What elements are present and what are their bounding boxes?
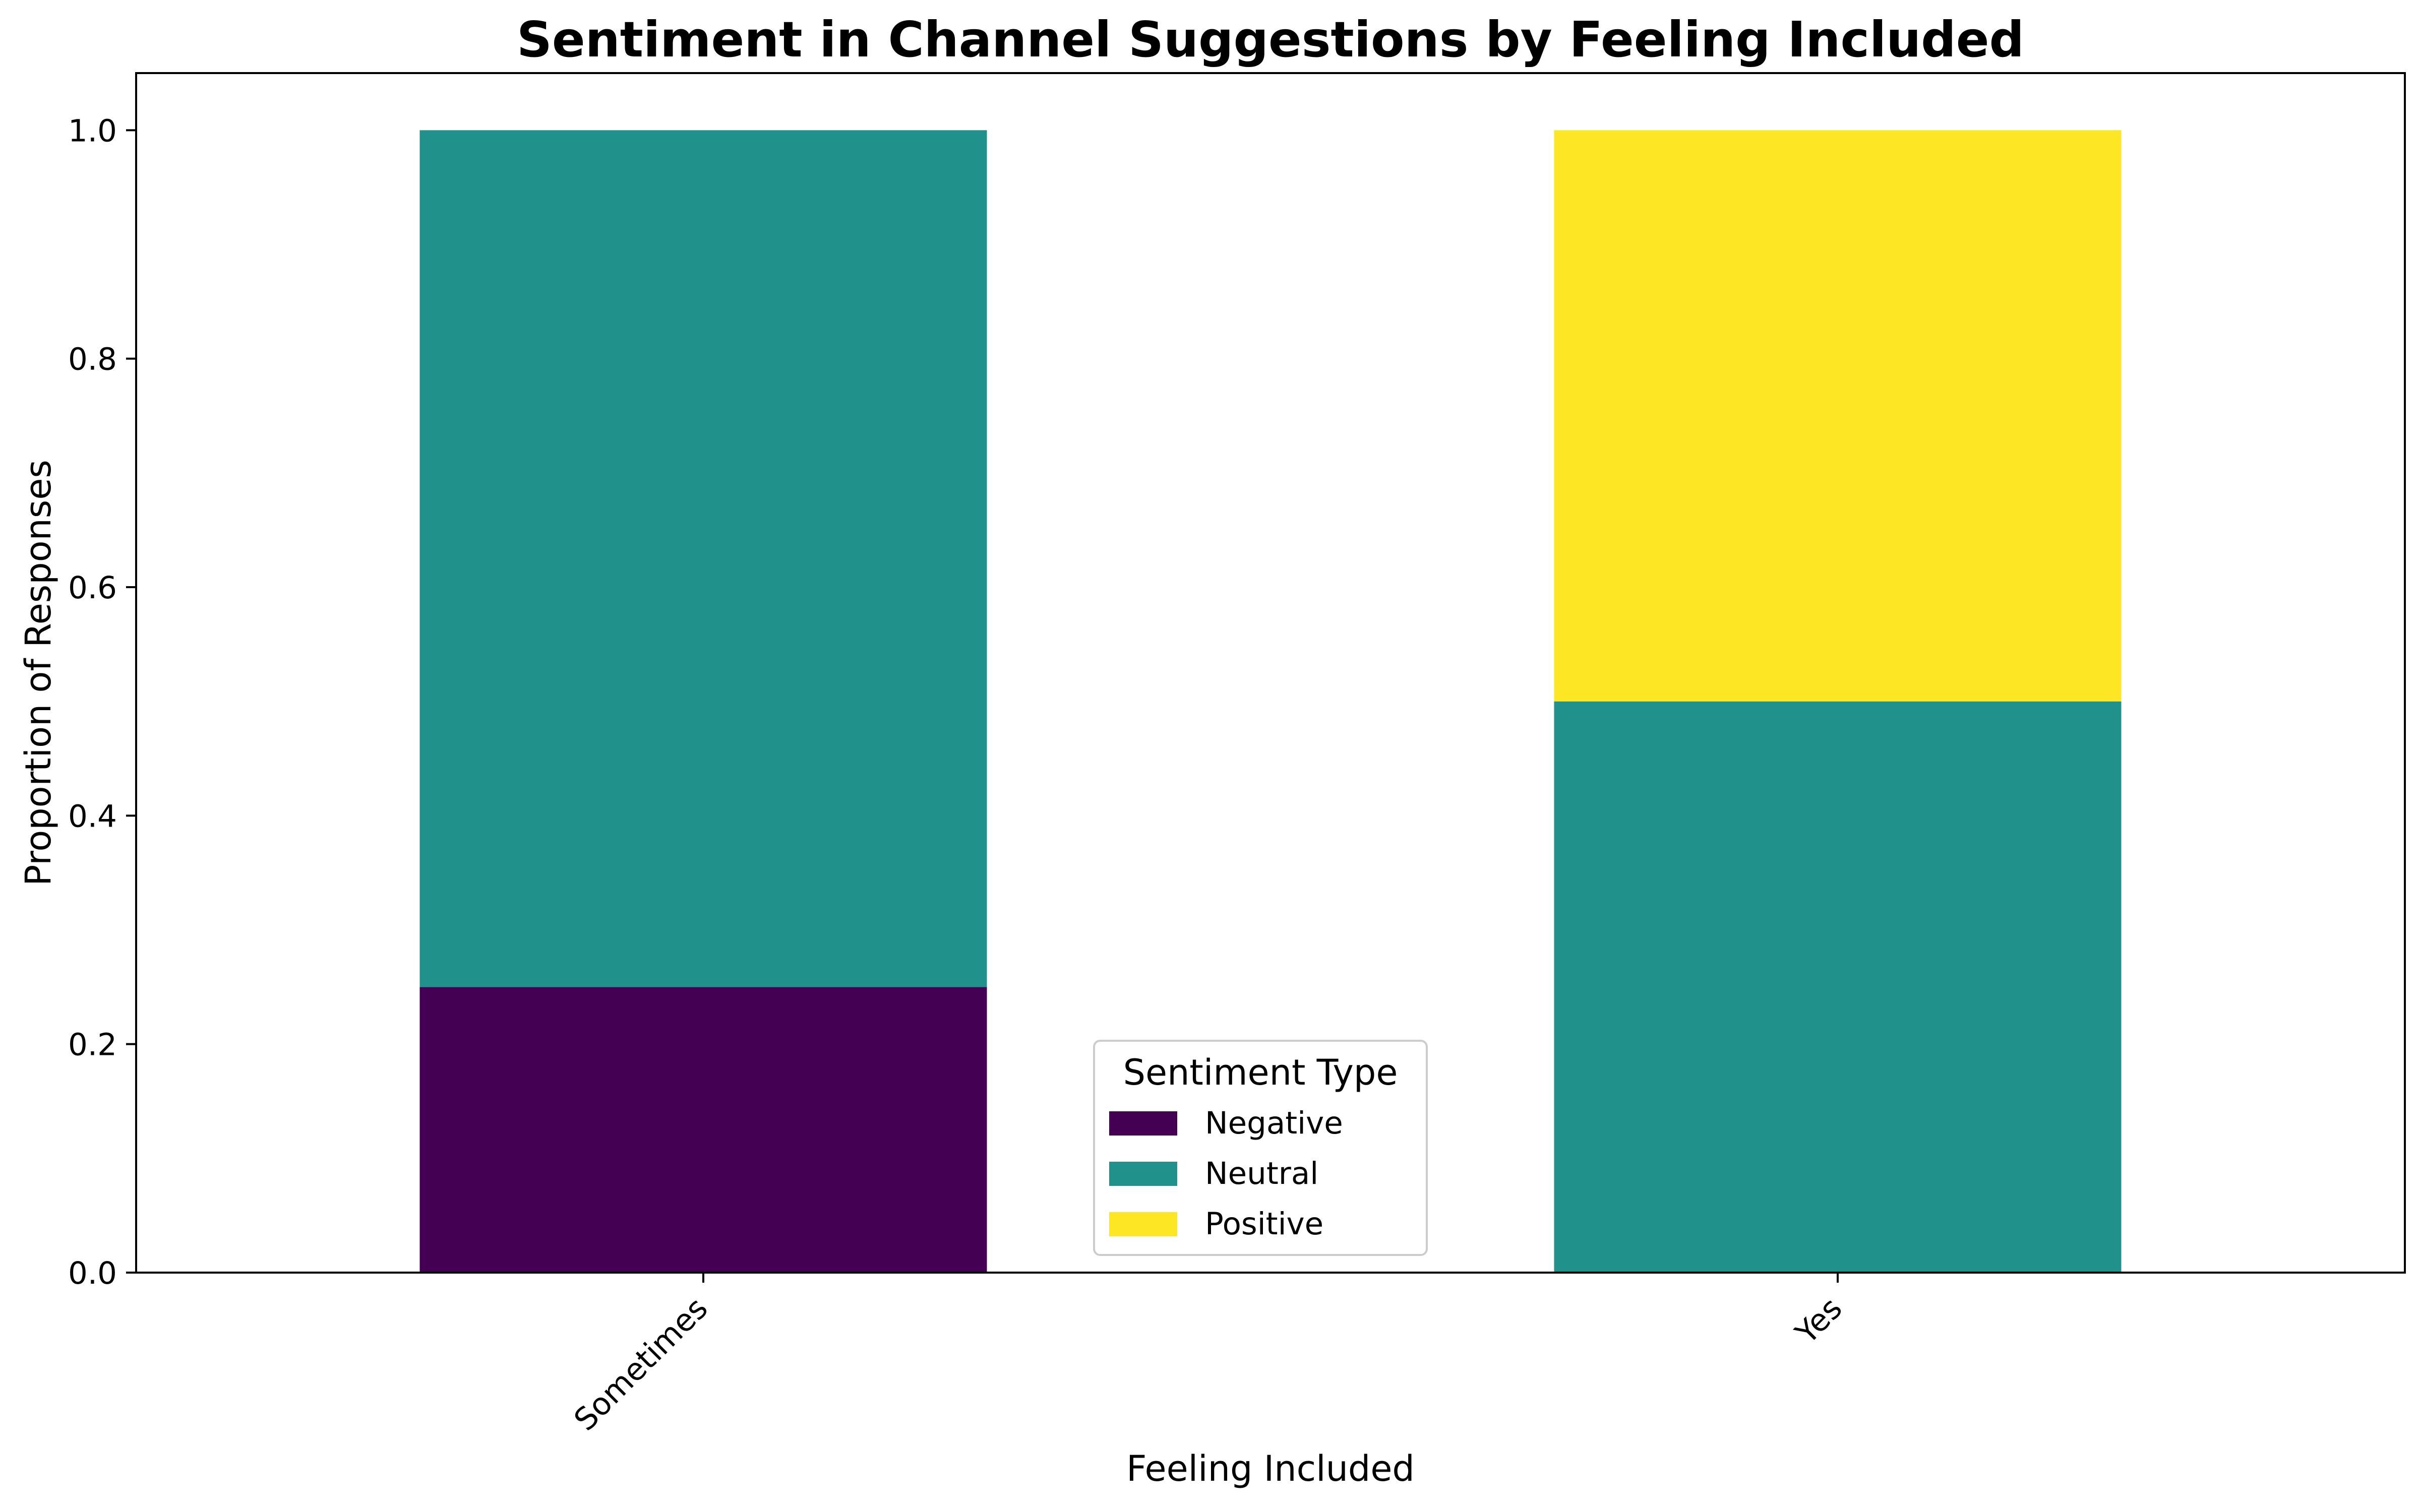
- y-tick-label: 0.2: [68, 1027, 117, 1063]
- plot-frame: [135, 72, 2406, 1274]
- legend-frame: [1093, 1040, 1428, 1256]
- chart-title: Sentiment in Channel Suggestions by Feel…: [517, 11, 2024, 68]
- bar-neutral-yes: [1554, 701, 2122, 1273]
- bar-negative-sometimes: [419, 987, 987, 1273]
- legend-swatch-negative: [1109, 1111, 1177, 1136]
- legend-items: Negative Neutral Positive: [1109, 1105, 1343, 1242]
- y-axis-ticks: 0.0 0.2 0.4 0.6 0.8 1.0: [68, 113, 136, 1291]
- legend-label-neutral: Neutral: [1205, 1156, 1318, 1191]
- y-tick-label: 1.0: [68, 113, 117, 149]
- y-tick-label: 0.6: [68, 570, 117, 606]
- bar-neutral-sometimes: [419, 130, 987, 987]
- legend-label-positive: Positive: [1205, 1206, 1323, 1242]
- x-axis-label: Feeling Included: [1126, 1448, 1415, 1489]
- y-tick-label: 0.4: [68, 798, 117, 834]
- x-axis-ticks: Sometimes Yes: [567, 1273, 1849, 1438]
- bars-layer: [419, 130, 2122, 1273]
- bar-positive-yes: [1554, 130, 2122, 702]
- legend: Sentiment Type Negative Neutral Positive: [1093, 1040, 1428, 1256]
- legend-swatch-positive: [1109, 1212, 1177, 1236]
- x-tick-label-sometimes: Sometimes: [567, 1290, 714, 1437]
- y-tick-label: 0.8: [68, 342, 117, 377]
- y-axis-label: Proportion of Responses: [18, 460, 59, 886]
- legend-title: Sentiment Type: [1123, 1052, 1398, 1093]
- x-tick-label-yes: Yes: [1788, 1290, 1849, 1351]
- legend-label-negative: Negative: [1205, 1105, 1343, 1141]
- legend-swatch-neutral: [1109, 1162, 1177, 1186]
- y-tick-label: 0.0: [68, 1255, 117, 1291]
